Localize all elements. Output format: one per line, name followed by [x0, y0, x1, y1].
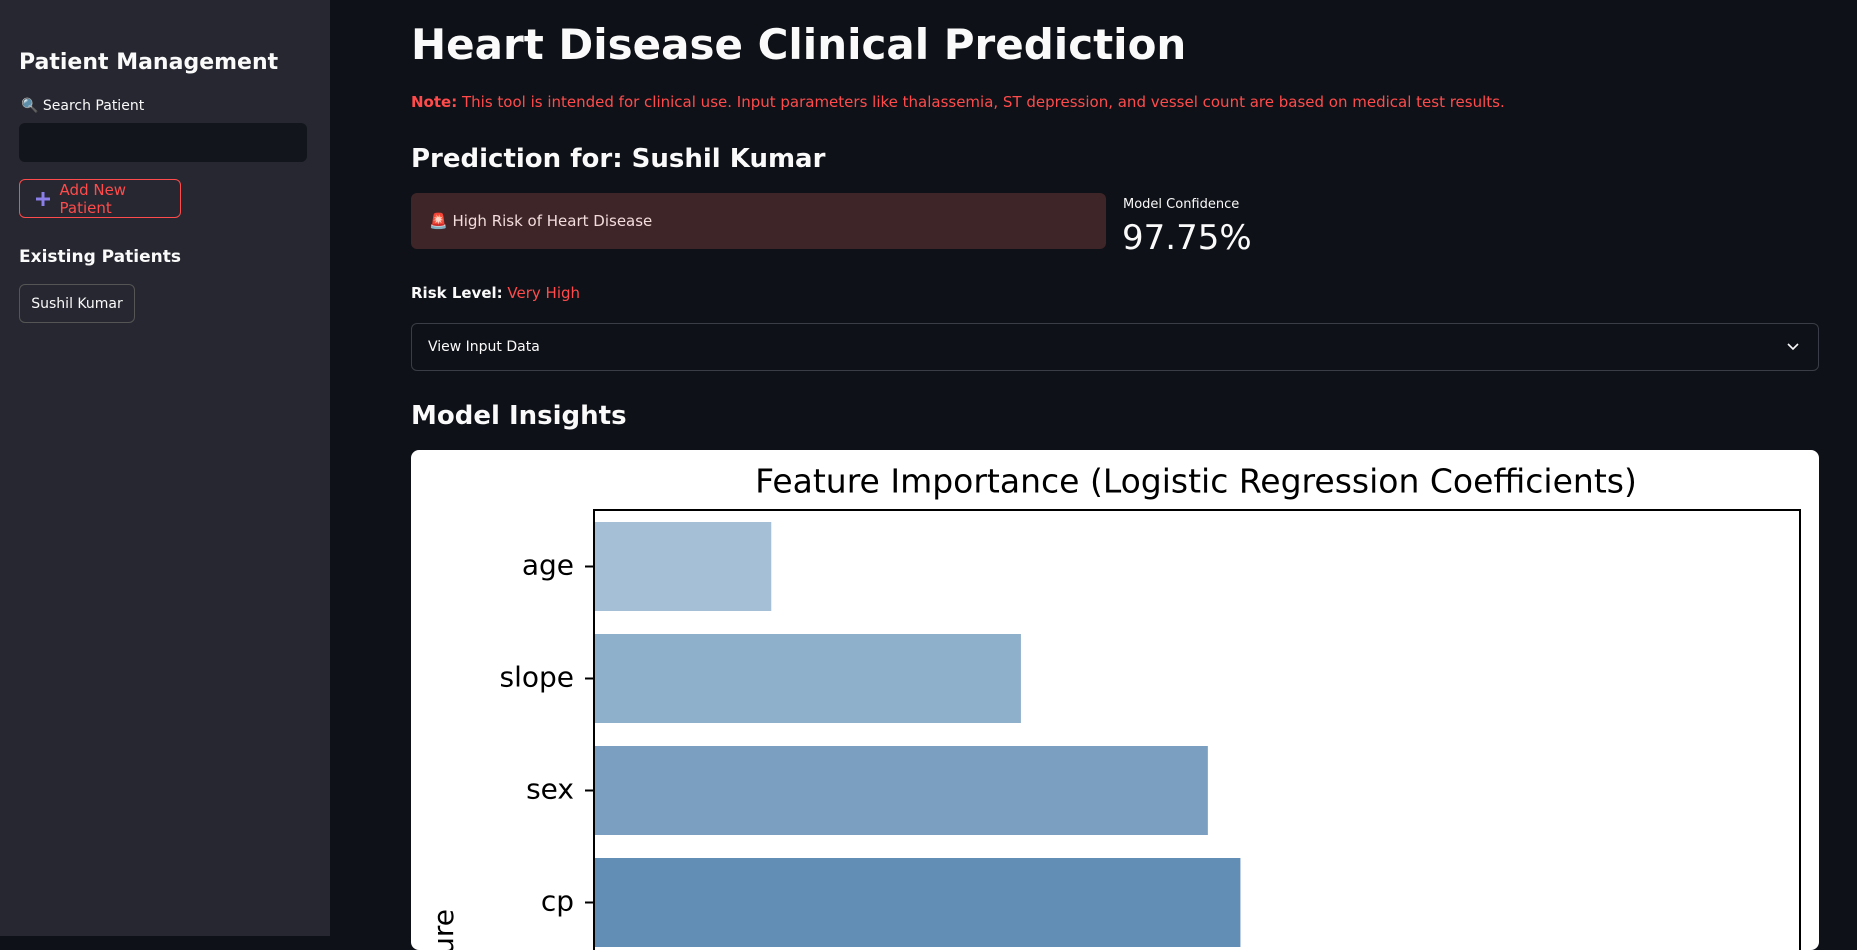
note-text: This tool is intended for clinical use. … — [461, 93, 1505, 111]
y-tick-label: slope — [500, 661, 575, 694]
insights-title: Model Insights — [411, 401, 627, 431]
search-label: 🔍 Search Patient — [21, 98, 145, 114]
bar — [594, 522, 772, 611]
prediction-title: Prediction for: Sushil Kumar — [411, 144, 826, 174]
y-tick-label: cp — [541, 885, 574, 918]
y-tick-label: sex — [526, 773, 574, 806]
page-title: Heart Disease Clinical Prediction — [411, 20, 1187, 69]
y-axis-label: Feature — [427, 909, 460, 950]
risk-value: Very High — [507, 284, 581, 302]
risk-label: Risk Level: — [411, 284, 503, 302]
bar — [594, 746, 1208, 835]
confidence-label: Model Confidence — [1123, 197, 1240, 212]
note: Note: This tool is intended for clinical… — [411, 93, 1505, 111]
risk-level: Risk Level: Very High — [411, 284, 580, 302]
alert-box: 🚨 High Risk of Heart Disease — [411, 193, 1106, 249]
existing-title: Existing Patients — [19, 247, 181, 267]
patient-button[interactable]: Sushil Kumar — [19, 284, 135, 323]
add-button-label: Add New Patient — [59, 180, 127, 217]
plus-icon — [36, 191, 50, 206]
chart-panel: Feature Importance (Logistic Regression … — [411, 450, 1819, 950]
chart: Feature Importance (Logistic Regression … — [427, 462, 1801, 950]
expander-label: View Input Data — [428, 339, 540, 355]
alert-text: 🚨 High Risk of Heart Disease — [429, 212, 653, 230]
note-label: Note: — [411, 93, 458, 111]
y-tick-label: age — [522, 549, 574, 582]
sidebar: Patient Management 🔍 Search Patient Add … — [0, 0, 330, 936]
bar — [594, 858, 1241, 947]
bar — [594, 634, 1021, 723]
expander[interactable]: View Input Data — [411, 323, 1819, 371]
chart-title: Feature Importance (Logistic Regression … — [755, 462, 1637, 501]
add-patient-button[interactable]: Add New Patient — [19, 179, 181, 218]
confidence-value: 97.75% — [1122, 218, 1252, 258]
axes-frame — [593, 509, 1801, 950]
sidebar-title: Patient Management — [19, 50, 279, 75]
search-input[interactable] — [19, 123, 307, 162]
patient-name: Sushil Kumar — [31, 295, 123, 312]
chevron — [1787, 343, 1799, 351]
